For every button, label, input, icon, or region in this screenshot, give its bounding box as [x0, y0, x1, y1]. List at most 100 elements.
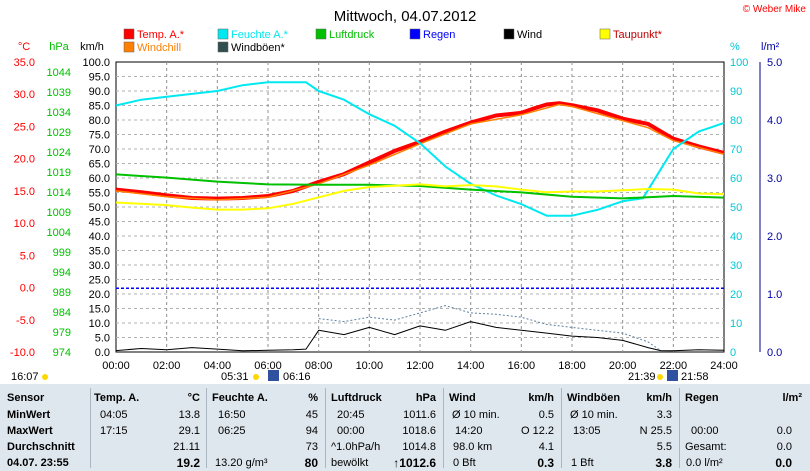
press-axis-tick: 1019: [47, 167, 71, 179]
wind-axis-tick: 85.0: [89, 101, 110, 113]
sun-times: 16:07 05:31 06:16 21:39 21:58: [11, 370, 709, 383]
temp-axis-tick: 35.0: [14, 57, 35, 69]
header-press-unit: hPa: [415, 392, 436, 404]
wind-bft: 0 Bft: [453, 457, 476, 469]
rain-max-time: 00:00: [691, 425, 719, 437]
stats-table: Sensor Temp. A. °C Feuchte A. % Luftdruc…: [0, 384, 810, 471]
wind-axis-tick: 65.0: [89, 159, 110, 171]
x-tick-label: 14:00: [457, 360, 485, 372]
press-axis-tick: 979: [53, 327, 71, 339]
x-tick-label: 02:00: [153, 360, 181, 372]
press-max-time: 00:00: [337, 425, 365, 437]
watermark: © Weber Mike: [743, 4, 807, 15]
wind-axis-tick: 75.0: [89, 130, 110, 142]
hum-axis-unit: %: [730, 41, 740, 53]
rain-now: 0.0: [775, 456, 792, 470]
wind-max-time: 14:20: [455, 425, 483, 437]
gust-bft: 1 Bft: [571, 457, 594, 469]
temp-axis-tick: 15.0: [14, 186, 35, 198]
time-left-label: 16:07: [11, 371, 39, 383]
hum-axis-tick: 70: [730, 144, 742, 156]
header-rain-unit: l/m²: [782, 392, 802, 404]
series-line-wind: [115, 321, 725, 352]
temp-axis-tick: 5.0: [20, 250, 35, 262]
legend-swatch: [503, 28, 515, 40]
x-tick-label: 10:00: [356, 360, 384, 372]
hum-axis-tick: 40: [730, 231, 742, 243]
gust-min-label: Ø 10 min.: [570, 409, 618, 421]
series-lines: [115, 81, 725, 352]
row-label-min: MinWert: [7, 409, 51, 421]
temp-axis-tick: -10.0: [10, 347, 35, 359]
gust-max: N 25.5: [639, 425, 672, 437]
header-wind: Wind: [449, 392, 476, 404]
legend-label: Windböen*: [231, 42, 286, 54]
press-weather: bewölkt: [331, 457, 369, 469]
temp-axis-tick: 25.0: [14, 121, 35, 133]
press-axis-tick: 1009: [47, 207, 71, 219]
wind-avg: 4.1: [538, 441, 554, 453]
sunrise-icon: [268, 370, 279, 381]
series-line-windchill: [115, 103, 725, 201]
temp-axis-tick: 30.0: [14, 89, 35, 101]
press-axis-tick: 994: [53, 267, 71, 279]
wind-axis-tick: 45.0: [89, 217, 110, 229]
wind-axis-tick: 70.0: [89, 144, 110, 156]
legend-swatch: [123, 28, 135, 40]
temp-max-time: 17:15: [100, 425, 128, 437]
legend-label: Luftdruck: [329, 29, 375, 41]
gust-now: 3.8: [655, 456, 672, 470]
header-press: Luftdruck: [331, 392, 382, 404]
legend-label: Feuchte A.*: [231, 29, 289, 41]
header-sensor: Sensor: [7, 392, 45, 404]
wind-axis-unit: km/h: [80, 41, 104, 53]
wind-axis-tick: 5.0: [95, 333, 110, 345]
press-axis-tick: 984: [53, 307, 71, 319]
wind-axis-tick: 40.0: [89, 231, 110, 243]
legend-swatch: [409, 28, 421, 40]
press-min-time: 20:45: [337, 409, 365, 421]
press-trend-label: ^1.0hPa/h: [331, 441, 381, 453]
wind-min: 0.5: [538, 409, 554, 421]
temp-max: 29.1: [178, 425, 200, 437]
press-axis-tick: 1004: [47, 227, 71, 239]
rain-axis-tick: 2.0: [767, 231, 782, 243]
rain-axis-tick: 5.0: [767, 57, 782, 69]
x-tick-label: 18:00: [558, 360, 586, 372]
hum-axis-tick: 80: [730, 115, 742, 127]
rain-axis-unit: l/m²: [761, 41, 780, 53]
series-line-taupunkt: [115, 183, 725, 211]
hum-axis-tick: 60: [730, 173, 742, 185]
hum-min-time: 16:50: [218, 409, 246, 421]
header-hum: Feuchte A.: [212, 392, 268, 404]
weather-chart: 00:00 02:00 04:00 06:00 08:00 10:00 12:00 14:00…: [10, 4, 807, 383]
wind-now: 0.3: [537, 456, 554, 470]
header-hum-unit: %: [308, 392, 318, 404]
sun-icon: [657, 374, 663, 380]
press-now: ↑1012.6: [393, 456, 436, 470]
hum-axis-tick: 90: [730, 86, 742, 98]
rain-max: 0.0: [776, 425, 792, 437]
temp-min: 13.8: [178, 409, 200, 421]
hum-min: 45: [305, 409, 318, 421]
rain-axis-tick: 4.0: [767, 115, 782, 127]
rain-axis-tick: 1.0: [767, 289, 782, 301]
row-label-now: 04.07. 23:55: [7, 457, 69, 469]
sunset-label: 21:39: [628, 371, 656, 383]
press-axis-tick: 974: [53, 347, 71, 359]
series-line-windb-en: [318, 305, 661, 352]
press-avg: 1014.8: [402, 441, 436, 453]
temp-axis-tick: 20.0: [14, 154, 35, 166]
wind-min-label: Ø 10 min.: [452, 409, 500, 421]
sunset-civil-label: 21:58: [681, 371, 709, 383]
press-axis-tick: 1029: [47, 127, 71, 139]
header-gust: Windböen: [567, 392, 621, 404]
press-axis-tick: 999: [53, 247, 71, 259]
sunset-icon: [667, 370, 678, 381]
press-axis-unit: hPa: [49, 41, 69, 53]
wind-axis-tick: 10.0: [89, 318, 110, 330]
rain-now-label: 0.0 l/m²: [686, 457, 723, 469]
hum-max-time: 06:25: [218, 425, 246, 437]
wind-axis-tick: 35.0: [89, 246, 110, 258]
rain-axis-tick: 0.0: [767, 347, 782, 359]
